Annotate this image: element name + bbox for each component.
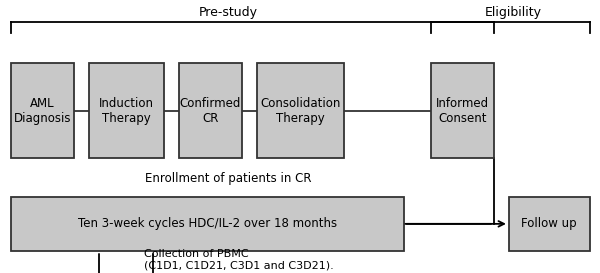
Text: Informed
Consent: Informed Consent <box>436 97 489 124</box>
Text: Pre-study: Pre-study <box>199 6 257 19</box>
FancyBboxPatch shape <box>11 63 74 158</box>
FancyBboxPatch shape <box>11 197 404 251</box>
FancyBboxPatch shape <box>509 197 590 251</box>
Text: Consolidation
Therapy: Consolidation Therapy <box>260 97 340 124</box>
FancyBboxPatch shape <box>257 63 344 158</box>
FancyBboxPatch shape <box>89 63 164 158</box>
Text: Induction
Therapy: Induction Therapy <box>99 97 154 124</box>
Text: Eligibility: Eligibility <box>485 6 542 19</box>
FancyBboxPatch shape <box>431 63 494 158</box>
Text: Follow up: Follow up <box>521 217 577 230</box>
Text: AML
Diagnosis: AML Diagnosis <box>14 97 71 124</box>
Text: Collection of PBMC
(C1D1, C1D21, C3D1 and C3D21).: Collection of PBMC (C1D1, C1D21, C3D1 an… <box>144 249 334 270</box>
Text: Confirmed
CR: Confirmed CR <box>179 97 241 124</box>
FancyBboxPatch shape <box>179 63 242 158</box>
Text: Ten 3-week cycles HDC/IL-2 over 18 months: Ten 3-week cycles HDC/IL-2 over 18 month… <box>78 217 337 230</box>
Text: Enrollment of patients in CR: Enrollment of patients in CR <box>145 172 311 185</box>
